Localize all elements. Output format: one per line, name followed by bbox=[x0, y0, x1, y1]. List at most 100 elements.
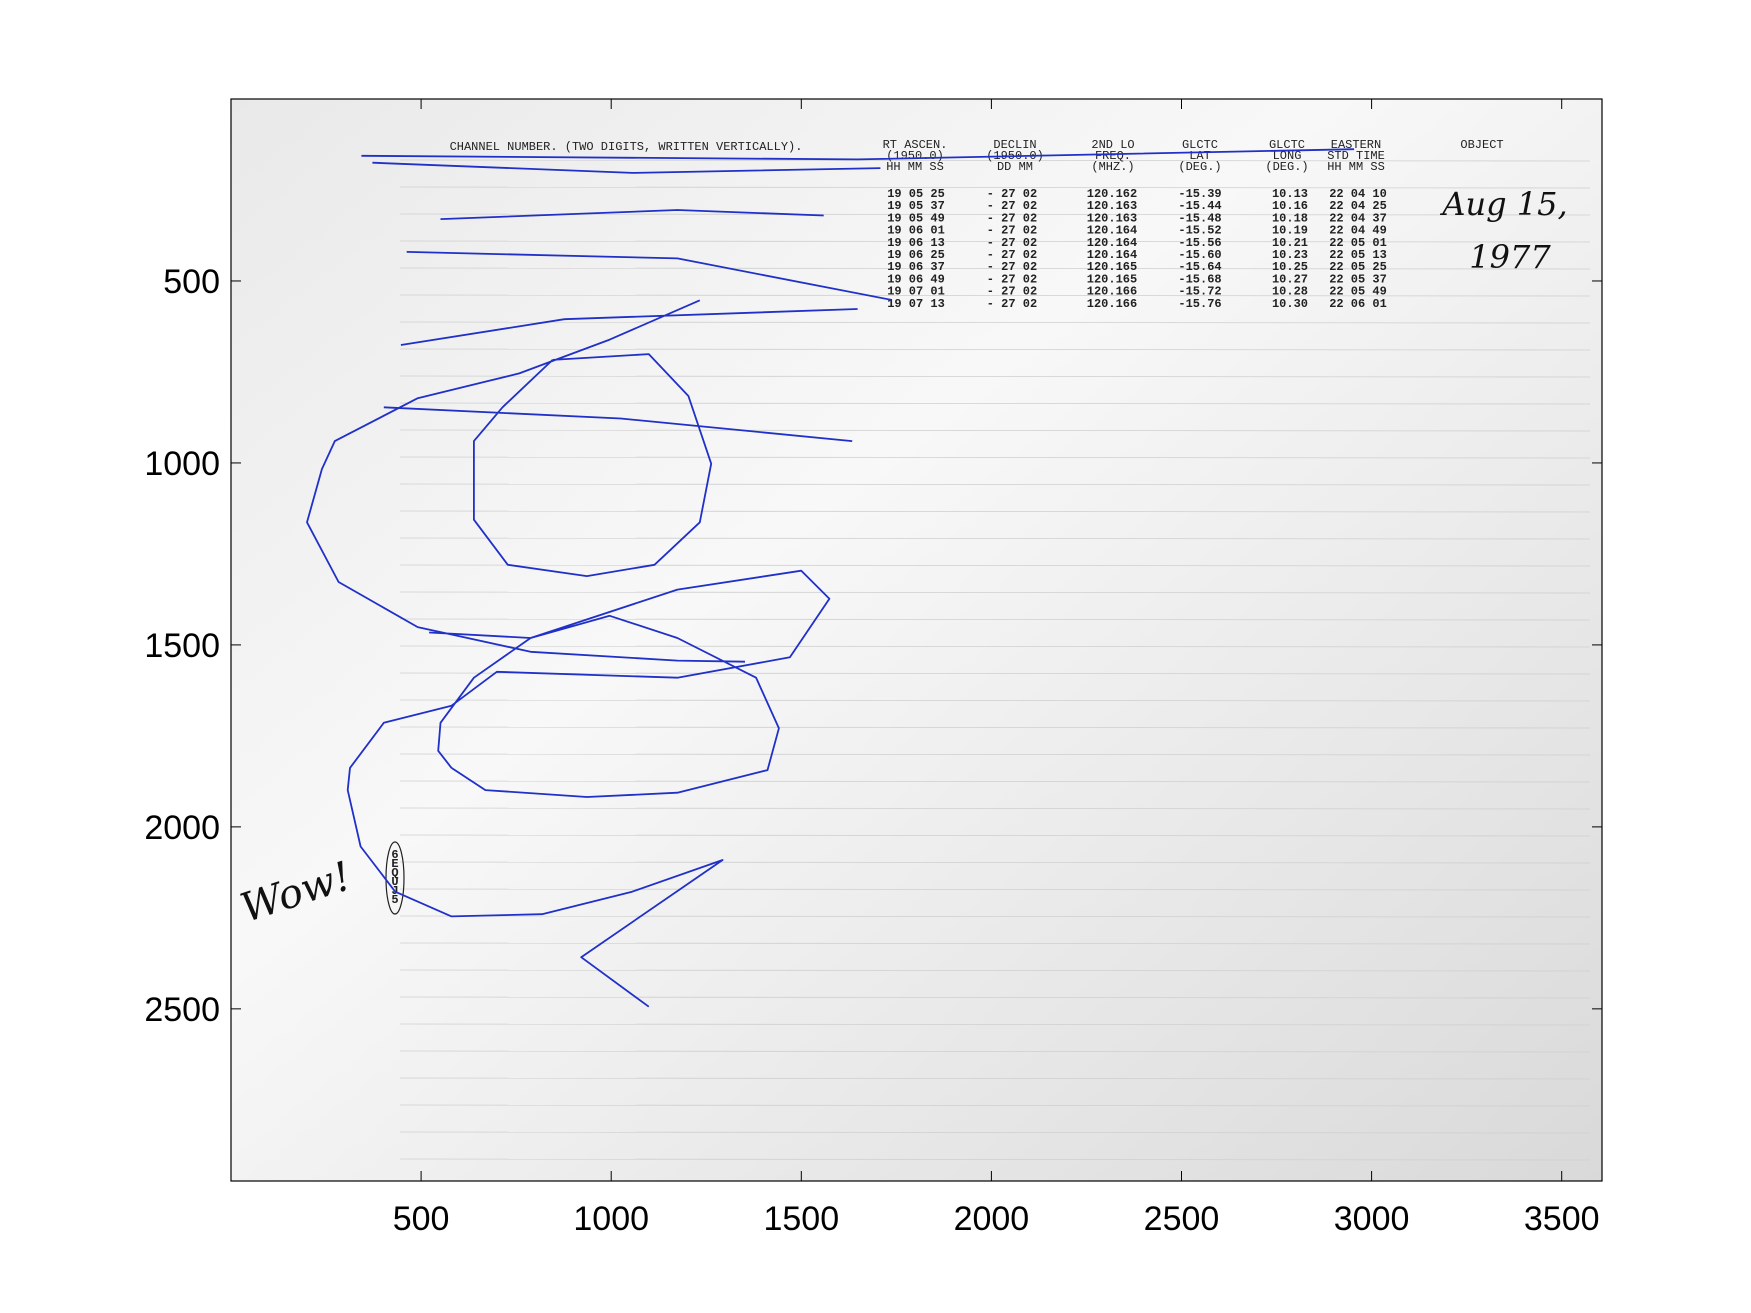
printout-cell: 120.163 bbox=[1087, 211, 1137, 225]
printout-cell: - 27 02 bbox=[987, 272, 1037, 286]
column-header: (MHZ.) bbox=[1091, 160, 1134, 174]
printout-cell: 10.28 bbox=[1272, 285, 1308, 299]
scan-line bbox=[399, 240, 1591, 243]
y-tick-label: 1500 bbox=[144, 627, 220, 665]
printout-cell: -15.72 bbox=[1178, 285, 1221, 299]
printout-cell: -15.64 bbox=[1178, 260, 1221, 274]
y-tick-label: 2500 bbox=[144, 991, 220, 1029]
x-tick-label: 3000 bbox=[1334, 1200, 1410, 1238]
printout-cell: -15.52 bbox=[1178, 224, 1221, 238]
printout-cell: 10.21 bbox=[1272, 236, 1308, 250]
channel-header: CHANNEL NUMBER. (TWO DIGITS, WRITTEN VER… bbox=[450, 140, 803, 154]
printout-cell: 22 04 49 bbox=[1329, 224, 1387, 238]
scan-line bbox=[399, 645, 1591, 648]
scan-line bbox=[399, 537, 1591, 540]
scan-line bbox=[399, 753, 1591, 756]
printout-cell: - 27 02 bbox=[987, 285, 1037, 299]
printout-cell: 10.25 bbox=[1272, 260, 1308, 274]
printout-cell: 22 06 01 bbox=[1329, 297, 1387, 311]
scan-line bbox=[399, 186, 1591, 189]
printout-cell: 10.19 bbox=[1272, 224, 1308, 238]
scan-line bbox=[399, 294, 1591, 297]
printout-cell: 120.164 bbox=[1087, 236, 1137, 250]
circled-char: E bbox=[391, 857, 398, 871]
printout-cell: - 27 02 bbox=[987, 236, 1037, 250]
column-header: HH MM SS bbox=[1327, 160, 1385, 174]
scan-line bbox=[399, 456, 1591, 459]
scan-line bbox=[399, 861, 1591, 864]
printout-cell: 120.165 bbox=[1087, 260, 1137, 274]
annotation: 1977 bbox=[1469, 238, 1551, 276]
x-tick-label: 1500 bbox=[763, 1200, 839, 1238]
printout-cell: 22 04 10 bbox=[1329, 187, 1387, 201]
scan-line bbox=[399, 807, 1591, 810]
axes-box bbox=[230, 98, 1603, 1182]
scan-line bbox=[399, 1023, 1591, 1026]
scan-line bbox=[399, 1104, 1591, 1107]
printout-cell: -15.76 bbox=[1178, 297, 1221, 311]
circled-char: Q bbox=[391, 866, 398, 880]
scan-line bbox=[399, 942, 1591, 945]
printout-cell: - 27 02 bbox=[987, 260, 1037, 274]
scan-line bbox=[399, 1131, 1591, 1134]
trace-line bbox=[306, 148, 1355, 1008]
printout-cell: 10.13 bbox=[1272, 187, 1308, 201]
printout-cell: 120.163 bbox=[1087, 199, 1137, 213]
printout-cell: 19 06 49 bbox=[887, 272, 945, 286]
x-tick-label: 1000 bbox=[573, 1200, 649, 1238]
y-tick-label: 1000 bbox=[144, 445, 220, 483]
scan-line bbox=[399, 915, 1591, 918]
column-header: GLCTC bbox=[1182, 138, 1218, 152]
printout-cell: 22 04 37 bbox=[1329, 211, 1387, 225]
scan-line bbox=[399, 591, 1591, 594]
printout-cell: -15.48 bbox=[1178, 211, 1221, 225]
scan-line bbox=[399, 402, 1591, 405]
printout-cell: - 27 02 bbox=[987, 224, 1037, 238]
column-header: DD MM bbox=[997, 160, 1033, 174]
printout-cell: 19 06 37 bbox=[887, 260, 945, 274]
scan-line bbox=[399, 510, 1591, 513]
printout-cell: 19 06 25 bbox=[887, 248, 945, 262]
column-header: 2ND LO bbox=[1091, 138, 1134, 152]
printout-cell: - 27 02 bbox=[987, 199, 1037, 213]
printout-cell: 10.18 bbox=[1272, 211, 1308, 225]
scan-line bbox=[399, 1158, 1591, 1161]
scan-line bbox=[399, 1077, 1591, 1080]
column-header: HH MM SS bbox=[886, 160, 944, 174]
column-header: STD TIME bbox=[1327, 149, 1385, 163]
scan-line bbox=[399, 159, 1591, 162]
printout-cell: 19 05 37 bbox=[887, 199, 945, 213]
column-header: DECLIN bbox=[993, 138, 1036, 152]
printout-cell: 10.30 bbox=[1272, 297, 1308, 311]
printout-cell: 120.165 bbox=[1087, 272, 1137, 286]
printout-cell: -15.60 bbox=[1178, 248, 1221, 262]
scan-line bbox=[399, 267, 1591, 270]
column-header: FREQ. bbox=[1095, 149, 1131, 163]
printout-cell: 22 04 25 bbox=[1329, 199, 1387, 213]
circled-char: U bbox=[391, 875, 398, 889]
scan-background bbox=[231, 99, 1602, 1181]
scan-line bbox=[399, 483, 1591, 486]
column-header: (DEG.) bbox=[1265, 160, 1308, 174]
printout-cell: 19 06 01 bbox=[887, 224, 945, 238]
printout-cell: 120.166 bbox=[1087, 297, 1137, 311]
printout-cell: - 27 02 bbox=[987, 187, 1037, 201]
scan-line bbox=[399, 780, 1591, 783]
printout-cell: 22 05 25 bbox=[1329, 260, 1387, 274]
printout-cell: -15.44 bbox=[1178, 199, 1221, 213]
column-header: (DEG.) bbox=[1178, 160, 1221, 174]
printout-cell: 120.162 bbox=[1087, 187, 1137, 201]
printout-cell: 10.23 bbox=[1272, 248, 1308, 262]
annotation: Aug 15, bbox=[1439, 185, 1567, 223]
column-header: RT ASCEN. bbox=[883, 138, 948, 152]
scan-line bbox=[399, 348, 1591, 351]
scan-line bbox=[399, 321, 1591, 324]
circled-char: 5 bbox=[391, 893, 398, 907]
scan-line bbox=[399, 834, 1591, 837]
printout-cell: 120.164 bbox=[1087, 248, 1137, 262]
scan-line bbox=[399, 699, 1591, 702]
scan-line bbox=[399, 564, 1591, 567]
scan-line bbox=[399, 213, 1591, 216]
printout-cell: 22 05 13 bbox=[1329, 248, 1387, 262]
